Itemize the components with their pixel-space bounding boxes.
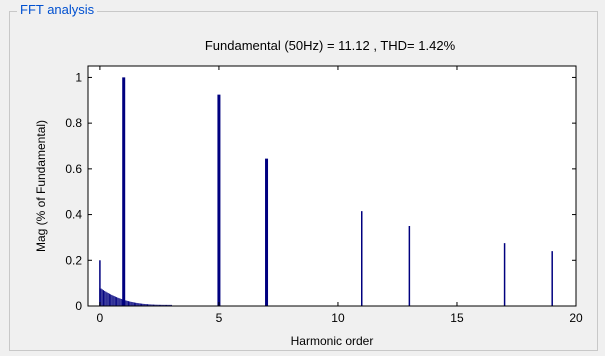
x-axis-label: Harmonic order [291,334,374,348]
y-tick-label: 0.2 [65,253,82,267]
y-tick-label: 0.8 [65,116,82,130]
x-tick-label: 10 [331,311,345,325]
y-tick-label: 0 [75,299,82,313]
fft-panel [9,11,598,351]
plot-area [88,66,576,306]
x-tick-label: 0 [97,311,104,325]
x-tick-label: 5 [216,311,223,325]
y-tick-label: 0.6 [65,162,82,176]
ticks-group: 0 5 10 15 20 0 0.2 0.4 0.6 0.8 1 [65,66,583,325]
y-tick-label: 0.4 [65,208,82,222]
x-tick-label: 15 [450,311,464,325]
y-tick-label: 1 [75,70,82,84]
y-axis-label: Mag (% of Fundamental) [34,120,48,252]
chart-title: Fundamental (50Hz) = 11.12 , THD= 1.42% [205,38,456,53]
x-tick-label: 20 [569,311,583,325]
panel-title: FFT analysis [17,3,98,17]
bars-group [99,77,553,306]
plot-border [87,65,577,307]
